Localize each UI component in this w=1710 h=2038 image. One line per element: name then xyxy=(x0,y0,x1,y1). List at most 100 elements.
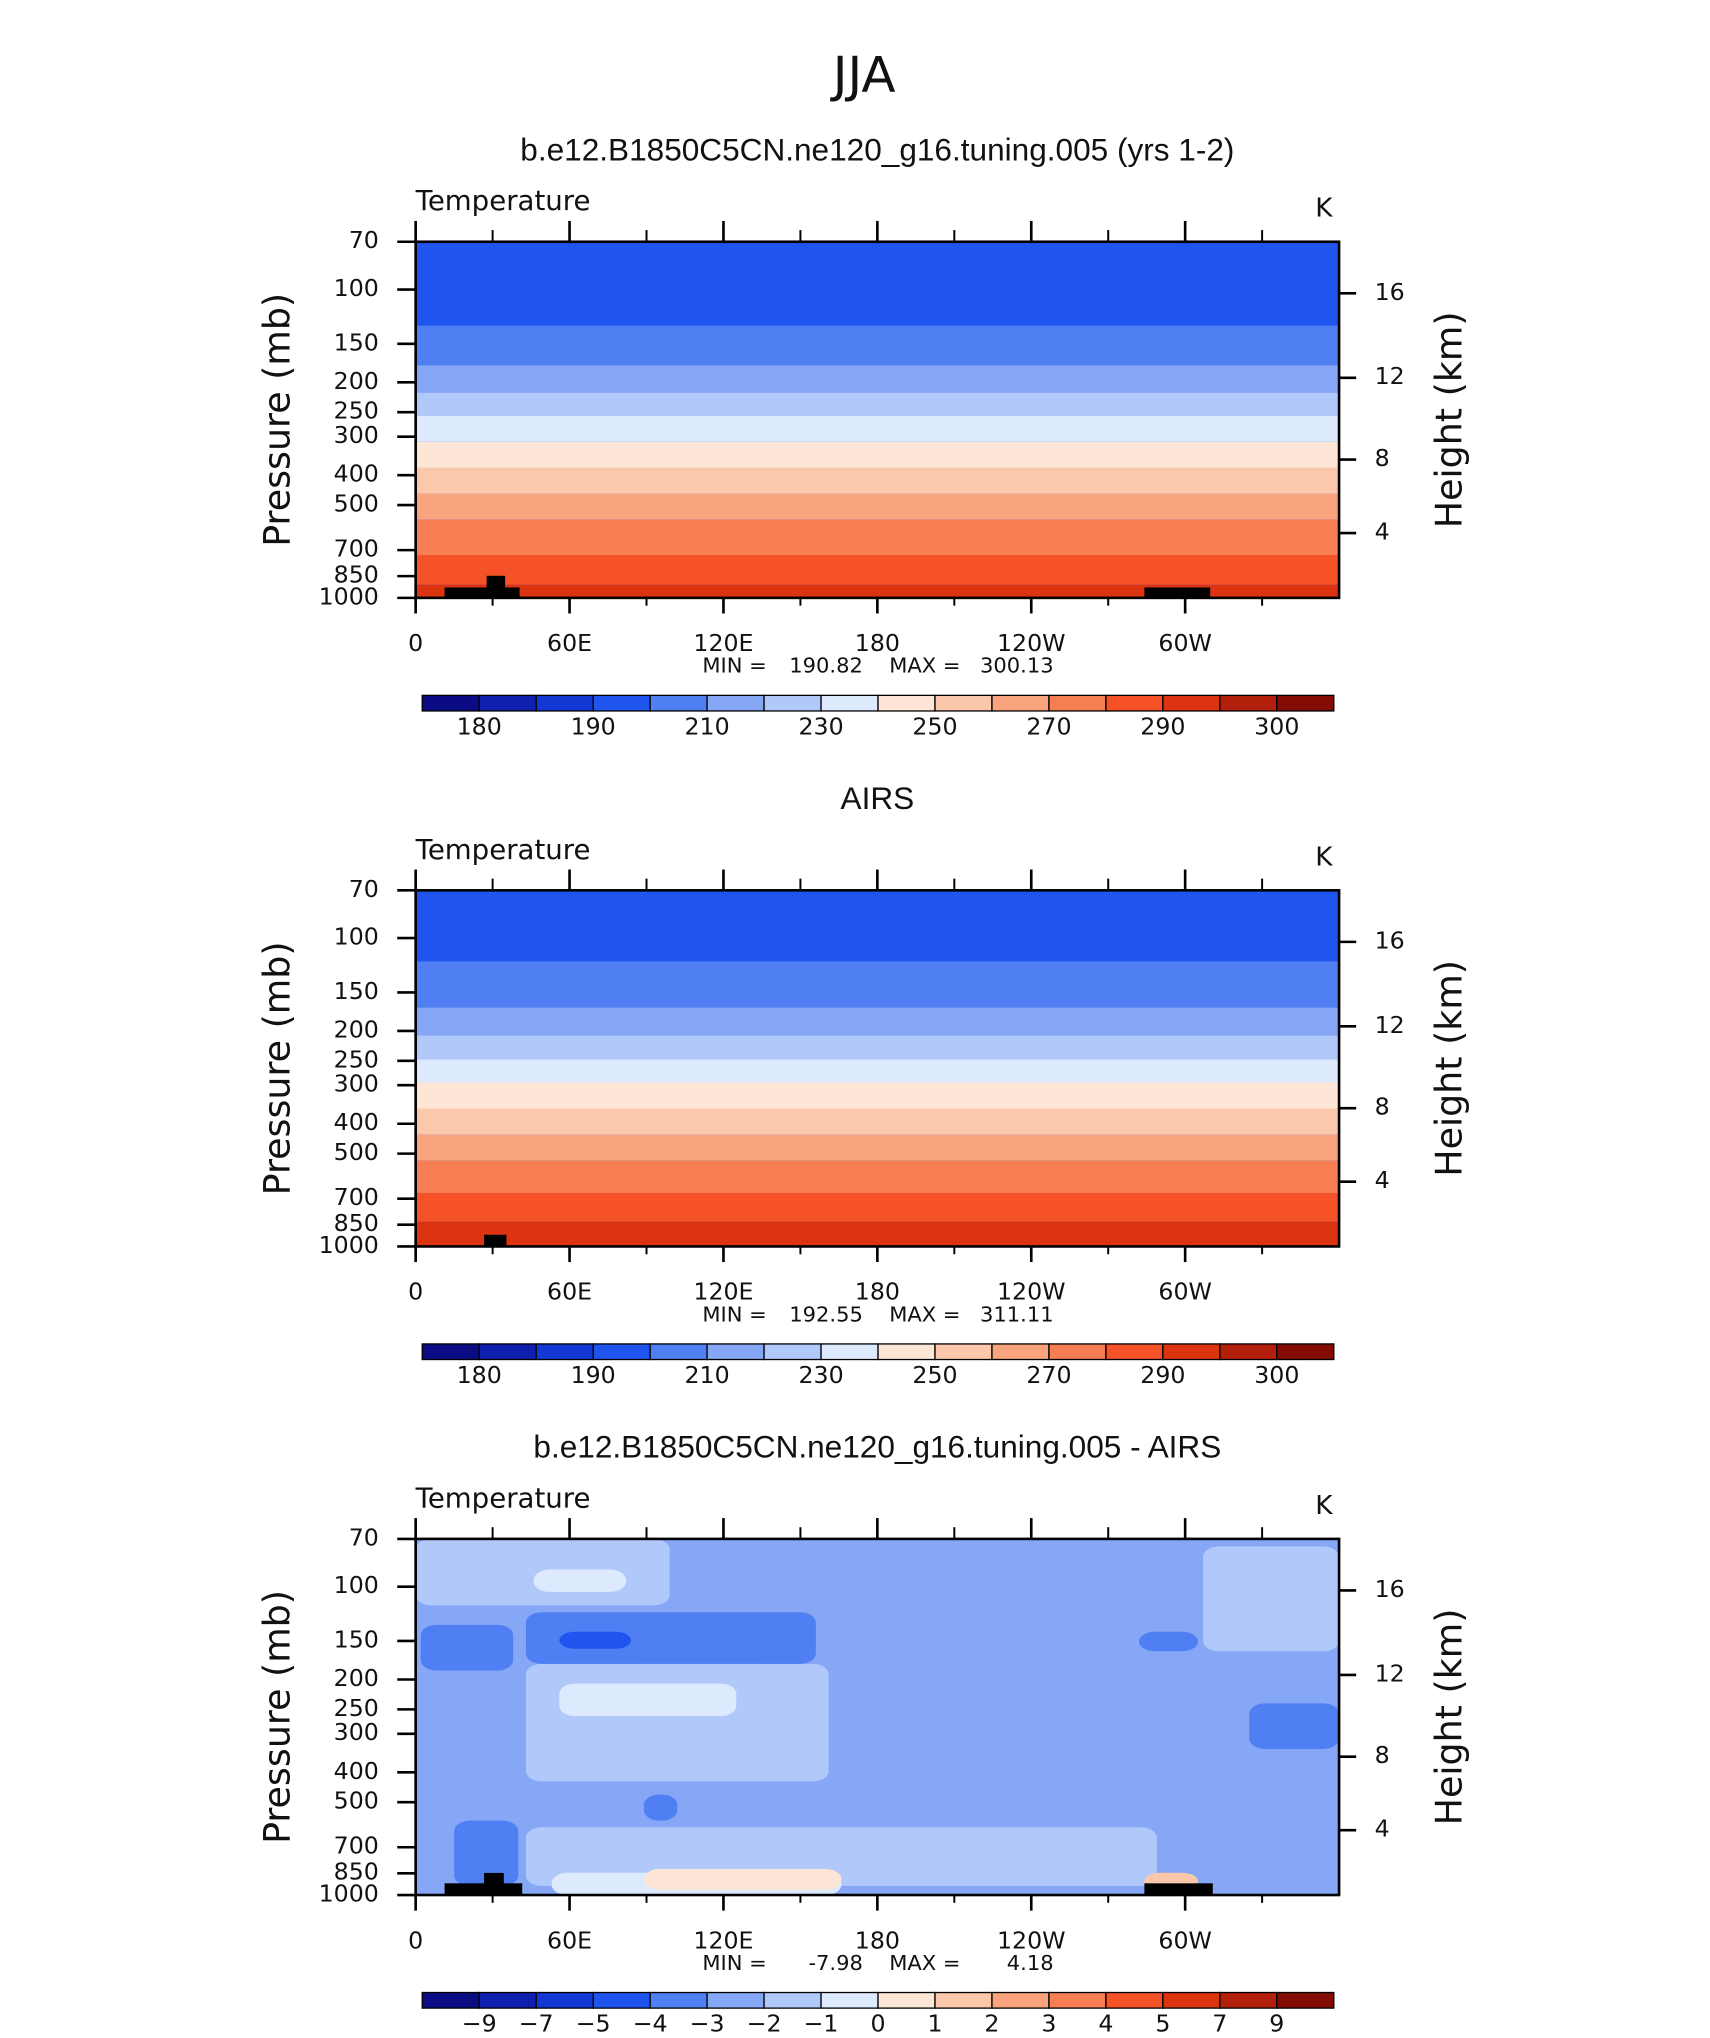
colorbar-label: 210 xyxy=(685,1361,730,1389)
colorbar-label: 9 xyxy=(1269,2010,1284,2038)
colorbar-label: 290 xyxy=(1140,1361,1185,1389)
y-tick-label: 200 xyxy=(334,1664,379,1692)
contour-band xyxy=(415,961,1340,1008)
land-mask xyxy=(444,1883,523,1896)
y-axis-label: Pressure (mb) xyxy=(255,1590,298,1844)
colorbar-box xyxy=(1105,1991,1164,2009)
contour-region xyxy=(525,1612,816,1664)
colorbar-box xyxy=(421,1991,480,2009)
y-tick-label: 100 xyxy=(334,923,379,951)
x-tick-label: 180 xyxy=(855,1926,900,1954)
colorbar-box xyxy=(1276,694,1335,712)
colorbar-label: −1 xyxy=(804,2010,839,2038)
right-label: K xyxy=(1315,1491,1333,1521)
y-tick-label: 150 xyxy=(334,1626,379,1654)
y-tick-label: 200 xyxy=(334,367,379,395)
colorbar-box xyxy=(1048,1343,1107,1361)
y-tick-label: 500 xyxy=(334,490,379,518)
colorbar-box xyxy=(649,694,708,712)
colorbar-box xyxy=(820,1991,879,2009)
x-tick-label: 60E xyxy=(547,1278,592,1306)
contour-band xyxy=(415,365,1340,393)
y2-axis-label: Height (km) xyxy=(1427,960,1470,1177)
colorbar-box xyxy=(478,1991,537,2009)
contour-region xyxy=(1203,1546,1340,1652)
x-tick-label: 60E xyxy=(547,1926,592,1954)
y-tick-label: 300 xyxy=(334,1070,379,1098)
contour-band xyxy=(415,1160,1340,1194)
colorbar-box xyxy=(1105,1343,1164,1361)
y-axis-label: Pressure (mb) xyxy=(255,293,298,547)
left-label: Temperature xyxy=(415,1484,591,1515)
colorbar-label: −9 xyxy=(462,2010,497,2038)
y-tick-label: 850 xyxy=(334,1858,379,1886)
y-tick-label: 300 xyxy=(334,421,379,449)
contour-band xyxy=(415,325,1340,366)
colorbar-box xyxy=(1219,1991,1278,2009)
y2-tick-label: 4 xyxy=(1375,1815,1390,1843)
left-label: Temperature xyxy=(415,835,591,866)
contour-band xyxy=(415,1035,1340,1060)
colorbar-label: 180 xyxy=(457,712,502,740)
contour-region xyxy=(643,1868,842,1890)
max-value: 300.13 xyxy=(980,654,1054,678)
colorbar-label: −4 xyxy=(633,2010,668,2038)
y-tick-label: 150 xyxy=(334,977,379,1005)
y2-tick-label: 16 xyxy=(1375,278,1405,306)
contour-band xyxy=(415,415,1340,442)
y2-tick-label: 16 xyxy=(1375,926,1405,954)
x-tick-label: 180 xyxy=(855,1278,900,1306)
y-tick-label: 850 xyxy=(334,1209,379,1237)
land-mask xyxy=(444,587,520,598)
x-tick-label: 120W xyxy=(997,1278,1066,1306)
y-tick-label: 1000 xyxy=(319,582,379,610)
land-mask xyxy=(1144,587,1211,598)
colorbar-box xyxy=(706,694,765,712)
colorbar-box xyxy=(535,1991,594,2009)
colorbar-label: −7 xyxy=(519,2010,554,2038)
colorbar-box xyxy=(991,694,1050,712)
x-tick-label: 60W xyxy=(1158,629,1212,657)
contour-band xyxy=(415,392,1340,416)
colorbar-label: −5 xyxy=(576,2010,611,2038)
y-tick-label: 1000 xyxy=(319,1231,379,1259)
contour-band xyxy=(415,1059,1340,1083)
y2-tick-label: 12 xyxy=(1375,362,1405,390)
y-tick-label: 250 xyxy=(334,397,379,425)
contour-band xyxy=(415,1134,1340,1161)
right-label: K xyxy=(1315,842,1333,872)
colorbar-box xyxy=(706,1343,765,1361)
colorbar-box xyxy=(592,694,651,712)
y2-tick-label: 4 xyxy=(1375,518,1390,546)
colorbar-label: 290 xyxy=(1140,712,1185,740)
colorbar-box xyxy=(820,694,879,712)
contour-region xyxy=(454,1820,519,1886)
y-tick-label: 1000 xyxy=(319,1880,379,1908)
contour-band xyxy=(415,493,1340,520)
contour-band xyxy=(415,584,1340,598)
colorbar-box xyxy=(763,1991,822,2009)
panel-title: b.e12.B1850C5CN.ne120_g16.tuning.005 - A… xyxy=(533,1430,1221,1465)
colorbar-box xyxy=(877,1343,936,1361)
land-mask xyxy=(1144,1883,1213,1896)
y2-axis-label: Height (km) xyxy=(1427,1609,1470,1826)
y-tick-label: 200 xyxy=(334,1016,379,1044)
y-tick-label: 250 xyxy=(334,1045,379,1073)
left-label: Temperature xyxy=(415,186,591,217)
y2-axis-label: Height (km) xyxy=(1427,311,1470,528)
y2-tick-label: 12 xyxy=(1375,1660,1405,1688)
y-tick-label: 150 xyxy=(334,328,379,356)
colorbar-label: 250 xyxy=(912,1361,957,1389)
min-value: 190.82 xyxy=(789,654,863,678)
colorbar-box xyxy=(1162,1343,1221,1361)
y-tick-label: 100 xyxy=(334,1571,379,1599)
x-tick-label: 60W xyxy=(1158,1926,1212,1954)
colorbar-label: 2 xyxy=(984,2010,999,2038)
min-label: MIN = xyxy=(702,1951,766,1975)
land-mask xyxy=(486,575,506,589)
min-value: 192.55 xyxy=(789,1302,863,1326)
y-tick-label: 700 xyxy=(334,1832,379,1860)
contour-band xyxy=(415,1193,1340,1222)
